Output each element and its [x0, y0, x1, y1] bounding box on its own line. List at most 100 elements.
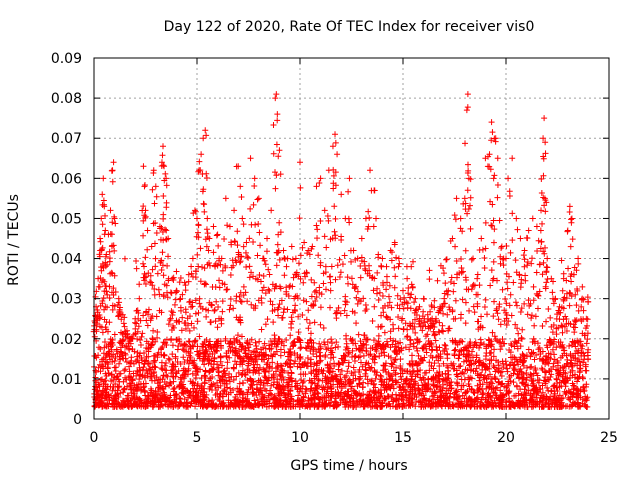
data-point — [472, 358, 479, 365]
data-point — [490, 175, 497, 182]
data-point — [538, 176, 545, 183]
data-point — [233, 163, 240, 170]
data-point — [332, 344, 339, 351]
data-point — [244, 369, 251, 376]
data-point — [144, 227, 151, 234]
data-point — [300, 279, 307, 286]
data-point — [515, 368, 522, 375]
data-point — [524, 403, 531, 410]
data-point — [523, 376, 530, 383]
data-point — [539, 389, 546, 396]
data-point — [538, 238, 545, 245]
data-point — [306, 403, 313, 410]
data-point — [383, 286, 390, 293]
data-point — [146, 367, 153, 374]
data-point — [530, 283, 537, 290]
data-point — [529, 255, 536, 262]
data-point — [201, 380, 208, 387]
data-point — [126, 368, 133, 375]
data-point — [328, 263, 335, 270]
data-point — [348, 258, 355, 265]
data-point — [97, 368, 104, 375]
data-point — [392, 397, 399, 404]
data-point — [144, 246, 151, 253]
data-point — [244, 377, 251, 384]
data-point — [409, 352, 416, 359]
data-point — [151, 240, 158, 247]
data-point — [482, 245, 489, 252]
data-point — [270, 381, 277, 388]
data-point — [476, 246, 483, 253]
data-point — [237, 361, 244, 368]
data-point — [464, 210, 471, 217]
data-point — [541, 115, 548, 122]
data-point — [321, 207, 328, 214]
data-point — [135, 323, 142, 330]
data-point — [136, 364, 143, 371]
data-point — [467, 342, 474, 349]
data-point — [452, 315, 459, 322]
data-point — [292, 293, 299, 300]
data-point — [248, 336, 255, 343]
data-point — [349, 347, 356, 354]
data-point — [331, 203, 338, 210]
data-point — [240, 355, 247, 362]
data-point — [419, 386, 426, 393]
data-point — [468, 375, 475, 382]
data-point — [345, 392, 352, 399]
data-point — [501, 383, 508, 390]
data-point — [273, 141, 280, 148]
data-point — [99, 300, 106, 307]
data-point — [491, 397, 498, 404]
data-point — [163, 236, 170, 243]
data-point — [446, 304, 453, 311]
data-point — [167, 392, 174, 399]
data-point — [457, 338, 464, 345]
data-point — [531, 322, 538, 329]
data-point — [312, 402, 319, 409]
data-point — [427, 317, 434, 324]
data-point — [181, 341, 188, 348]
data-point — [559, 287, 566, 294]
y-tick-label: 0.03 — [51, 292, 82, 308]
data-point — [522, 272, 529, 279]
data-point — [574, 350, 581, 357]
data-point — [497, 346, 504, 353]
data-point — [421, 296, 428, 303]
data-point — [227, 347, 234, 354]
data-point — [568, 293, 575, 300]
data-point — [278, 297, 285, 304]
data-point — [311, 361, 318, 368]
data-point — [305, 247, 312, 254]
data-point — [515, 361, 522, 368]
data-point — [369, 344, 376, 351]
data-point — [188, 263, 195, 270]
data-point — [462, 140, 469, 147]
data-point — [470, 389, 477, 396]
data-point — [352, 340, 359, 347]
data-point — [442, 280, 449, 287]
data-point — [488, 137, 495, 144]
data-point — [261, 340, 268, 347]
data-point — [245, 354, 252, 361]
data-point — [206, 369, 213, 376]
data-point — [172, 353, 179, 360]
data-point — [445, 325, 452, 332]
data-point — [421, 343, 428, 350]
data-point — [289, 318, 296, 325]
data-point — [487, 393, 494, 400]
data-point — [99, 329, 106, 336]
data-point — [488, 222, 495, 229]
data-point — [134, 356, 141, 363]
data-point — [486, 383, 493, 390]
data-point — [277, 372, 284, 379]
data-point — [238, 298, 245, 305]
data-point — [400, 386, 407, 393]
data-point — [306, 320, 313, 327]
data-point — [275, 153, 282, 160]
data-point — [136, 281, 143, 288]
data-point — [551, 336, 558, 343]
data-point — [317, 321, 324, 328]
data-point — [355, 331, 362, 338]
data-point — [582, 393, 589, 400]
